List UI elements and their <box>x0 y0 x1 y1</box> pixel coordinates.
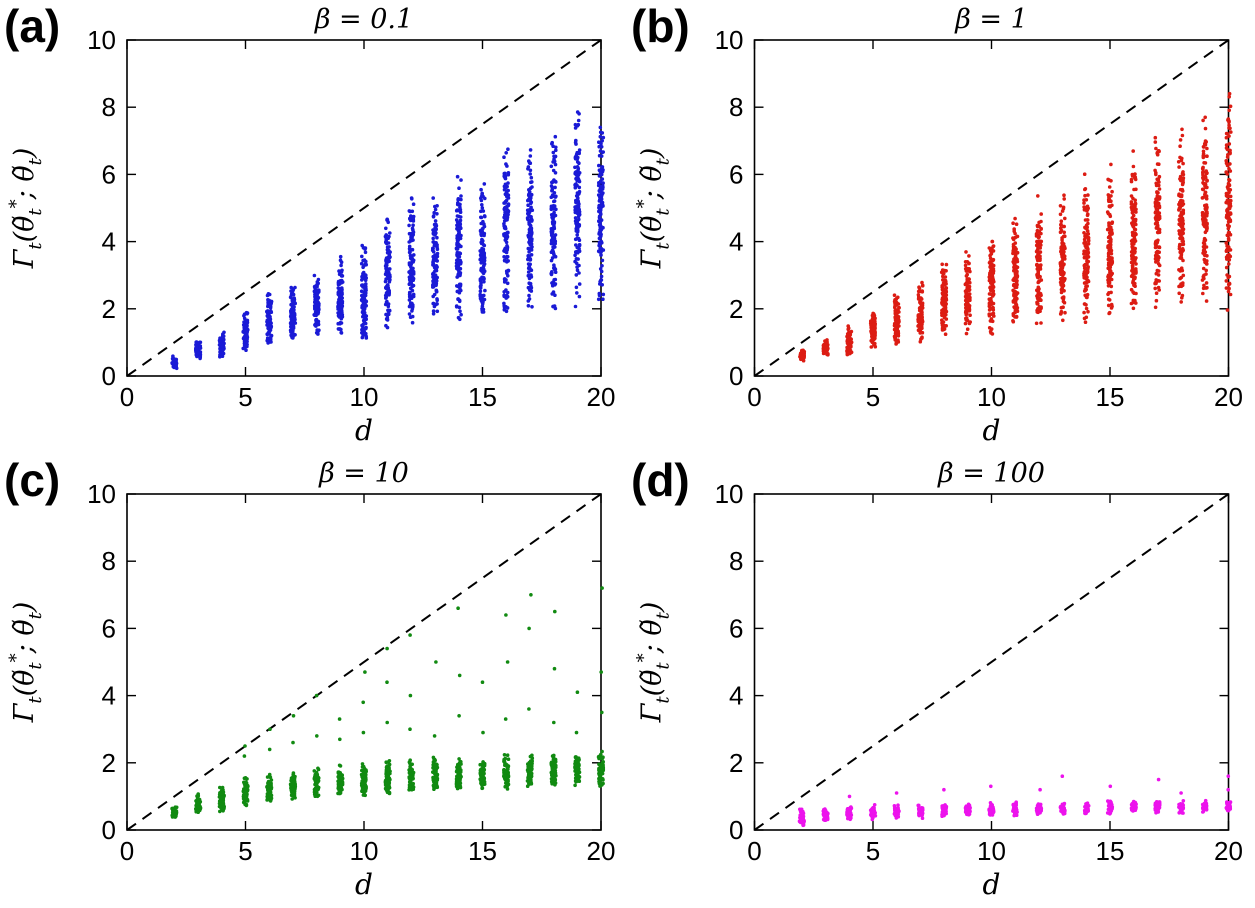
tick-labels: 0 5 10 15 20 0 2 4 6 8 10 <box>715 479 1243 866</box>
x-tick-label: 5 <box>866 836 880 866</box>
plot-title: β = 1 <box>954 4 1028 35</box>
x-tick-label: 15 <box>1096 836 1125 866</box>
y-tick-label: 0 <box>729 361 743 391</box>
y-axis-label: Γt(θ̃t*; θ̃t) <box>634 148 674 270</box>
y-tick-label: 8 <box>102 92 116 122</box>
panel-label-d: (d) <box>631 454 690 506</box>
y-tick-label: 8 <box>729 92 743 122</box>
x-tick-label: 15 <box>1096 382 1125 412</box>
y-tick-label: 4 <box>102 681 116 711</box>
y-axis-label-group: Γt(θ̃t*; θ̃t) <box>6 148 46 270</box>
x-tick-label: 20 <box>1214 382 1243 412</box>
y-tick-label: 2 <box>102 748 116 778</box>
y-tick-label: 4 <box>729 227 743 257</box>
y-axis-label-group: Γt(θ̃t*; θ̃t) <box>634 148 674 270</box>
y-tick-label: 2 <box>729 748 743 778</box>
scatter-points <box>798 91 1233 363</box>
tick-marks <box>753 493 1230 831</box>
x-tick-label: 5 <box>238 836 252 866</box>
scatter-points <box>797 774 1233 828</box>
plot-title: β = 0.1 <box>314 4 413 35</box>
tick-labels: 0 5 10 15 20 0 2 4 6 8 10 <box>715 25 1243 412</box>
scatter-points <box>170 110 606 371</box>
panel-label-b: (b) <box>631 0 690 52</box>
y-axis-label: Γt(θ̃t*; θ̃t) <box>634 602 674 724</box>
y-axis-label: Γt(θ̃t*; θ̃t) <box>6 148 46 270</box>
reference-line <box>126 39 602 377</box>
x-tick-label: 20 <box>1214 836 1243 866</box>
x-tick-label: 10 <box>350 836 379 866</box>
y-tick-label: 2 <box>102 294 116 324</box>
x-tick-label: 5 <box>866 382 880 412</box>
x-tick-label: 20 <box>587 836 616 866</box>
x-tick-label: 15 <box>468 382 497 412</box>
y-tick-label: 8 <box>102 546 116 576</box>
panel-label-a: (a) <box>4 0 61 52</box>
panel-c: (c) 0 5 10 15 20 0 2 4 6 8 10 β = 10 d Γt(θ̃t*; θ̃t) <box>0 454 627 908</box>
panel-b: (b) 0 5 10 15 20 0 2 4 6 8 10 β = 1 d Γt(θ̃t*; θ̃t) <box>627 0 1255 454</box>
x-tick-label: 15 <box>468 836 497 866</box>
panel-d: (d) 0 5 10 15 20 0 2 4 6 8 10 β = 100 d Γt(θ̃t*; θ̃t) <box>627 454 1255 908</box>
y-tick-label: 10 <box>715 25 744 55</box>
x-tick-label: 10 <box>977 382 1006 412</box>
y-tick-label: 10 <box>87 479 116 509</box>
x-tick-label: 5 <box>238 382 252 412</box>
y-tick-label: 10 <box>87 25 116 55</box>
plot-title: β = 10 <box>318 458 409 489</box>
y-tick-label: 6 <box>729 613 743 643</box>
scatter-plot-c: 0 5 10 15 20 0 2 4 6 8 10 β = 10 d Γt(θ̃t*; θ̃t) <box>6 458 615 901</box>
scatter-plot-d: 0 5 10 15 20 0 2 4 6 8 10 β = 100 d Γt(θ̃t*; θ̃t) <box>634 458 1243 901</box>
panel-label-c: (c) <box>4 454 61 506</box>
x-tick-label: 0 <box>120 836 134 866</box>
y-axis-label-group: Γt(θ̃t*; θ̃t) <box>634 602 674 724</box>
y-tick-label: 6 <box>729 159 743 189</box>
tick-marks <box>126 39 602 377</box>
y-tick-label: 0 <box>102 815 116 845</box>
reference-line <box>753 39 1230 377</box>
y-tick-label: 0 <box>102 361 116 391</box>
y-tick-label: 2 <box>729 294 743 324</box>
y-tick-label: 4 <box>729 681 743 711</box>
tick-marks <box>126 493 602 831</box>
reference-line <box>753 493 1230 831</box>
x-tick-label: 0 <box>120 382 134 412</box>
x-tick-label: 0 <box>747 382 761 412</box>
x-axis-label: d <box>355 868 373 901</box>
x-axis-label: d <box>355 414 373 447</box>
y-tick-label: 6 <box>102 613 116 643</box>
x-tick-label: 20 <box>587 382 616 412</box>
x-tick-label: 0 <box>747 836 761 866</box>
tick-labels: 0 5 10 15 20 0 2 4 6 8 10 <box>87 25 615 412</box>
x-axis-label: d <box>983 414 1001 447</box>
reference-line <box>126 493 602 831</box>
y-tick-label: 0 <box>729 815 743 845</box>
y-axis-label: Γt(θ̃t*; θ̃t) <box>6 602 46 724</box>
y-tick-label: 8 <box>729 546 743 576</box>
y-axis-label-group: Γt(θ̃t*; θ̃t) <box>6 602 46 724</box>
scatter-plot-a: 0 5 10 15 20 0 2 4 6 8 10 β = 0.1 d Γt(θ̃t*; θ̃t) <box>6 4 615 447</box>
scatter-plot-b: 0 5 10 15 20 0 2 4 6 8 10 β = 1 d Γt(θ̃t*; θ̃t) <box>634 4 1243 447</box>
panel-a: (a) 0 5 10 15 20 0 2 4 6 8 10 β = 0.1 d Γt(θ̃t*; θ̃t) <box>0 0 627 454</box>
tick-labels: 0 5 10 15 20 0 2 4 6 8 10 <box>87 479 615 866</box>
y-tick-label: 10 <box>715 479 744 509</box>
y-tick-label: 4 <box>102 227 116 257</box>
x-tick-label: 10 <box>350 382 379 412</box>
plot-title: β = 100 <box>937 458 1045 489</box>
x-tick-label: 10 <box>977 836 1006 866</box>
x-axis-label: d <box>983 868 1001 901</box>
scatter-points <box>170 586 606 819</box>
y-tick-label: 6 <box>102 159 116 189</box>
